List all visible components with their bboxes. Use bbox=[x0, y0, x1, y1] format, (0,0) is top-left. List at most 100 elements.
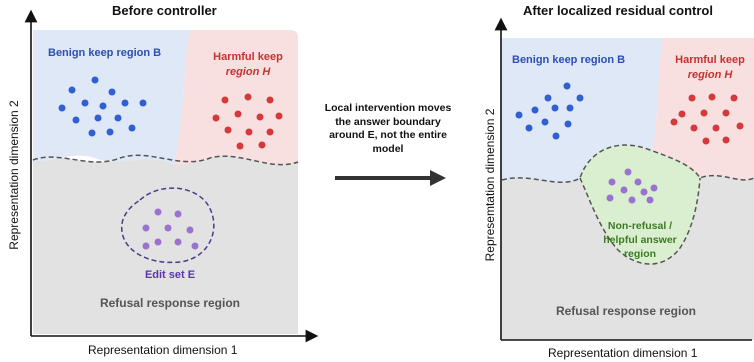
left-harmful-label-line1: Harmful keep bbox=[213, 51, 283, 63]
edit-point bbox=[624, 168, 632, 176]
benign-point bbox=[544, 94, 552, 102]
edit-point bbox=[634, 178, 642, 186]
right-benign-label: Benign keep region B bbox=[512, 54, 625, 66]
harmful-point bbox=[722, 109, 730, 117]
benign-point bbox=[94, 114, 102, 122]
edit-set-label: Edit set E bbox=[145, 269, 195, 281]
left-refusal-region bbox=[33, 155, 298, 334]
harmful-point bbox=[275, 112, 283, 120]
harmful-point bbox=[712, 124, 720, 132]
harmful-point bbox=[730, 94, 738, 102]
benign-point bbox=[563, 82, 571, 90]
left-benign-region bbox=[33, 30, 190, 165]
harmful-point bbox=[266, 128, 274, 136]
harmful-point bbox=[221, 96, 229, 104]
benign-point bbox=[525, 124, 533, 132]
benign-point bbox=[551, 104, 559, 112]
right-harmful-region bbox=[650, 38, 754, 180]
harmful-point bbox=[722, 136, 730, 144]
left-refusal-label: Refusal response region bbox=[100, 296, 240, 310]
right-refusal-boundary bbox=[501, 144, 754, 183]
nonrefusal-label-line3: region bbox=[624, 248, 656, 260]
edit-point bbox=[154, 238, 162, 246]
transition-arrow bbox=[335, 170, 446, 186]
benign-point bbox=[91, 76, 99, 84]
benign-point bbox=[515, 111, 523, 119]
edit-point bbox=[174, 210, 182, 218]
left-harmful-label-line2: region H bbox=[226, 66, 272, 78]
benign-point bbox=[58, 104, 66, 112]
right-refusal-label: Refusal response region bbox=[556, 304, 696, 318]
harmful-point bbox=[256, 113, 264, 121]
harmful-point bbox=[245, 128, 253, 136]
left-y-axis-label: Representation dimension 2 bbox=[7, 100, 21, 250]
nonrefusal-boundary bbox=[579, 177, 701, 265]
arrow-head bbox=[430, 170, 446, 186]
benign-point bbox=[541, 118, 549, 126]
right-harmful-label-line2: region H bbox=[688, 69, 734, 81]
left-panel: Benign keep region B Harmful keep region… bbox=[24, 9, 319, 343]
harmful-point bbox=[708, 93, 716, 101]
benign-point bbox=[72, 116, 80, 124]
benign-point bbox=[106, 128, 114, 136]
right-harmful-points bbox=[670, 93, 744, 145]
benign-point bbox=[139, 99, 147, 107]
right-refusal-region bbox=[502, 175, 754, 340]
caption-line-1: Local intervention moves bbox=[324, 102, 452, 114]
caption-line-4: model bbox=[372, 142, 404, 155]
benign-point bbox=[68, 86, 76, 94]
right-benign-points bbox=[515, 82, 584, 140]
right-edit-points bbox=[606, 168, 658, 204]
harmful-point bbox=[224, 126, 232, 134]
right-y-axis-label: Represemtation dimension 2 bbox=[483, 108, 497, 262]
harmful-point bbox=[244, 93, 252, 101]
benign-point bbox=[121, 99, 129, 107]
right-harmful-label-line1: Harmful keep bbox=[675, 54, 745, 66]
harmful-point bbox=[690, 124, 698, 132]
edit-point bbox=[186, 226, 194, 234]
harmful-point bbox=[702, 137, 710, 145]
edit-point bbox=[650, 184, 658, 192]
harmful-point bbox=[234, 110, 242, 118]
edit-point bbox=[142, 242, 150, 250]
edit-set-points bbox=[142, 208, 199, 250]
transition-caption: Local intervention moves the answer boun… bbox=[318, 102, 458, 157]
benign-point bbox=[108, 88, 116, 96]
edit-point bbox=[606, 194, 614, 202]
edit-point bbox=[640, 188, 648, 196]
nonrefusal-label-line2: helpful answer bbox=[603, 234, 677, 246]
harmful-point bbox=[266, 96, 274, 104]
left-refusal-boundary bbox=[32, 154, 299, 166]
edit-point bbox=[174, 238, 182, 246]
right-panel-title: After localized residual control bbox=[523, 3, 713, 18]
left-panel-title: Before controller bbox=[112, 3, 217, 18]
benign-point bbox=[531, 106, 539, 114]
right-panel: Benign keep region B Harmful keep region… bbox=[494, 17, 754, 341]
harmful-point bbox=[258, 141, 266, 149]
benign-point bbox=[566, 104, 574, 112]
caption-line-2: the answer boundary bbox=[335, 115, 441, 128]
edit-set-boundary bbox=[120, 187, 215, 264]
benign-point bbox=[81, 99, 89, 107]
benign-point bbox=[552, 132, 560, 140]
harmful-point bbox=[678, 110, 686, 118]
benign-point bbox=[128, 124, 136, 132]
benign-point bbox=[99, 102, 107, 110]
harmful-point bbox=[688, 94, 696, 102]
caption-line-3: around E, not the entire bbox=[329, 129, 447, 142]
right-x-axis-label: Representation dimension 1 bbox=[548, 346, 698, 360]
benign-point bbox=[88, 129, 96, 137]
edit-point bbox=[628, 196, 636, 204]
harmful-point bbox=[670, 118, 678, 126]
left-x-axis-label: Representation dimension 1 bbox=[88, 343, 238, 357]
harmful-point bbox=[212, 114, 220, 122]
edit-point bbox=[191, 242, 199, 250]
benign-point bbox=[576, 94, 584, 102]
left-harmful-points bbox=[212, 93, 283, 150]
edit-point bbox=[142, 224, 150, 232]
edit-point bbox=[164, 224, 172, 232]
benign-point bbox=[564, 120, 572, 128]
harmful-point bbox=[700, 109, 708, 117]
harmful-point bbox=[736, 122, 744, 130]
